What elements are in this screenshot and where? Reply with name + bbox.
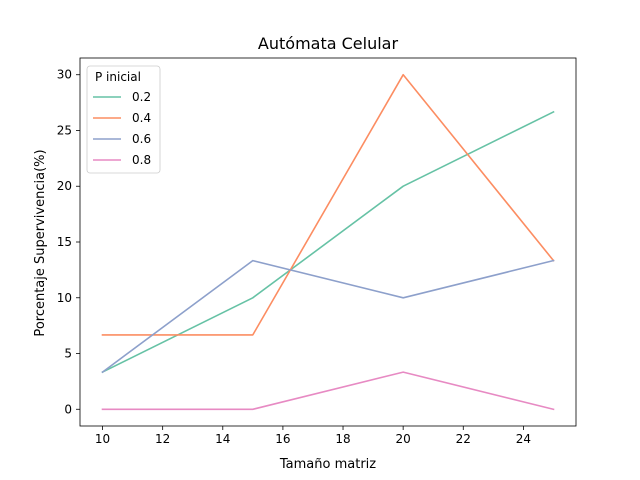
x-tick-label: 20 xyxy=(396,432,411,446)
x-axis-label: Tamaño matriz xyxy=(279,457,376,472)
chart-title: Autómata Celular xyxy=(258,34,399,53)
legend-label-4: 0.8 xyxy=(132,153,151,167)
y-tick-label: 10 xyxy=(57,291,72,305)
series-line-4 xyxy=(101,371,555,411)
legend-title: P inicial xyxy=(95,70,141,84)
y-axis-label: Porcentaje Supervivencia(%) xyxy=(33,149,48,336)
x-tick-label: 14 xyxy=(215,432,230,446)
y-tick-label: 15 xyxy=(57,235,72,249)
x-tick-label: 18 xyxy=(335,432,350,446)
x-tick-label: 16 xyxy=(275,432,290,446)
y-tick-label: 20 xyxy=(57,179,72,193)
legend-label-3: 0.6 xyxy=(132,132,151,146)
legend-label-1: 0.2 xyxy=(132,90,151,104)
y-tick-label: 0 xyxy=(64,402,72,416)
series-line-2 xyxy=(101,73,555,336)
legend-box xyxy=(86,65,161,174)
legend-label-2: 0.4 xyxy=(132,111,151,125)
x-tick-label: 24 xyxy=(516,432,531,446)
legend: P inicial 0.2 0.4 0.6 0.8 xyxy=(86,65,161,174)
series-line-3 xyxy=(101,259,555,374)
y-tick-label: 30 xyxy=(57,68,72,82)
plot-area: 10 12 14 16 18 20 22 24 0 5 10 15 20 25 30 P inicial 0.2… xyxy=(57,57,577,446)
y-tick-label: 25 xyxy=(57,123,72,137)
x-tick-label: 10 xyxy=(95,432,110,446)
x-tick-label: 22 xyxy=(456,432,471,446)
x-tick-label: 12 xyxy=(155,432,170,446)
y-tick-label: 5 xyxy=(64,347,72,361)
